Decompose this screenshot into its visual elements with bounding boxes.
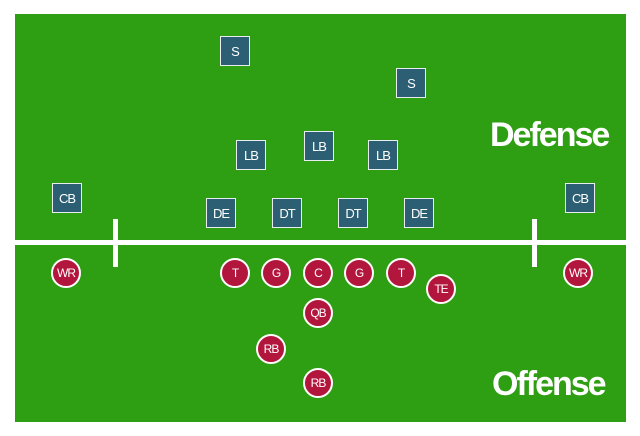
quarterback[interactable]: QB — [303, 298, 333, 328]
safety-2[interactable]: S — [396, 68, 426, 98]
line-of-scrimmage — [15, 240, 626, 245]
defense-label: Defense — [490, 116, 610, 154]
wide-receiver-left[interactable]: WR — [51, 258, 81, 288]
cornerback-right[interactable]: CB — [565, 183, 595, 213]
running-back-1[interactable]: RB — [256, 334, 286, 364]
center[interactable]: C — [303, 258, 333, 288]
tackle-right[interactable]: T — [386, 258, 416, 288]
guard-left[interactable]: G — [261, 258, 291, 288]
linebacker-3[interactable]: LB — [368, 140, 398, 170]
football-field — [15, 14, 626, 422]
cornerback-left[interactable]: CB — [52, 183, 82, 213]
defensive-tackle-right[interactable]: DT — [338, 198, 368, 228]
hash-mark-right — [532, 219, 537, 267]
offense-label: Offense — [492, 365, 607, 403]
linebacker-1[interactable]: LB — [236, 140, 266, 170]
safety-1[interactable]: S — [220, 36, 250, 66]
guard-right[interactable]: G — [344, 258, 374, 288]
hash-mark-left — [113, 219, 118, 267]
tackle-left[interactable]: T — [220, 258, 250, 288]
running-back-2[interactable]: RB — [303, 368, 333, 398]
wide-receiver-right[interactable]: WR — [563, 258, 593, 288]
defensive-tackle-left[interactable]: DT — [272, 198, 302, 228]
defensive-end-left[interactable]: DE — [206, 198, 236, 228]
defensive-end-right[interactable]: DE — [404, 198, 434, 228]
tight-end[interactable]: TE — [426, 274, 456, 304]
linebacker-2[interactable]: LB — [304, 131, 334, 161]
